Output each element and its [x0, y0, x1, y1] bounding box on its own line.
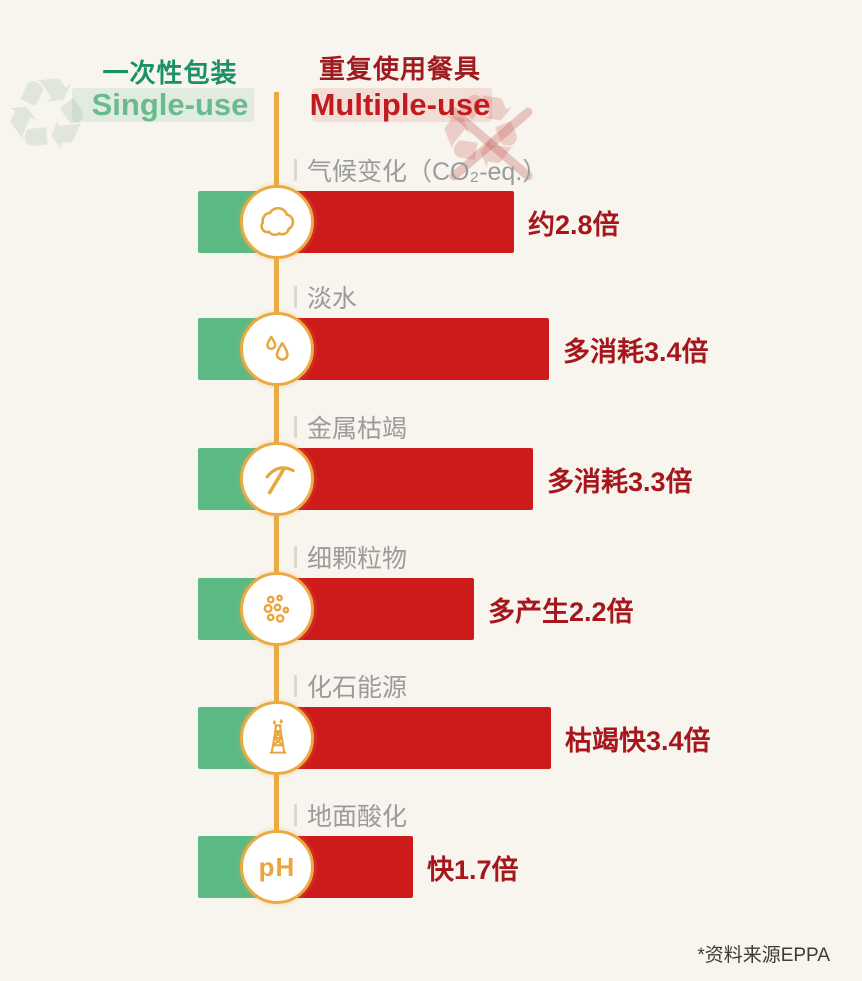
- multiple-use-highlight-band: [312, 88, 492, 122]
- source-note: *资料来源EPPA: [697, 945, 830, 966]
- metric-label: 金属枯竭: [294, 411, 407, 443]
- single-use-highlight-band: [72, 88, 254, 122]
- metric-label: 细颗粒物: [294, 541, 407, 573]
- multiple-use-title-zh: 重复使用餐具: [318, 54, 481, 84]
- single-use-title-zh: 一次性包装: [102, 58, 238, 88]
- pickaxe-icon: [265, 466, 295, 495]
- icon-circle: [240, 312, 314, 386]
- cross-out-icon: [449, 107, 533, 181]
- metric-label: 化石能源: [294, 670, 407, 702]
- value-label: 快1.7倍: [427, 854, 519, 885]
- metric-row-acidification: 地面酸化 pH 快1.7倍: [0, 799, 862, 931]
- label-tick: [294, 416, 297, 438]
- bar-multiple-use: [277, 707, 551, 769]
- metric-label-text: 化石能源: [307, 674, 408, 702]
- metric-row-metal: 金属枯竭 多消耗3.3倍: [0, 411, 862, 543]
- icon-circle: pH: [240, 830, 314, 904]
- value-label: 多消耗3.3倍: [547, 466, 693, 497]
- water-drops-icon: [266, 335, 289, 361]
- metric-label-text: 金属枯竭: [307, 415, 408, 443]
- icon-circle: [240, 185, 314, 259]
- label-tick: [294, 286, 297, 308]
- metric-label: 地面酸化: [294, 799, 407, 831]
- metric-label: 淡水: [294, 281, 357, 313]
- bar-multiple-use: [277, 191, 514, 253]
- multiple-use-title-en: Multiple-use: [309, 87, 491, 122]
- bar-multiple-use: [277, 448, 533, 510]
- value-label: 枯竭快3.4倍: [565, 725, 711, 756]
- single-use-title-en: Single-use: [91, 87, 249, 122]
- oil-derrick-icon: [269, 718, 287, 754]
- label-tick: [294, 546, 297, 568]
- ph-icon: pH: [258, 851, 296, 882]
- icon-circle: [240, 701, 314, 775]
- value-label: 多产生2.2倍: [488, 596, 634, 627]
- metric-row-particulates: 细颗粒物 多产生2.2倍: [0, 541, 862, 673]
- bar-multiple-use: [277, 318, 549, 380]
- metric-row-freshwater: 淡水 多消耗3.4倍: [0, 281, 862, 413]
- value-label: 多消耗3.4倍: [563, 336, 709, 367]
- particles-icon: [263, 594, 290, 623]
- metric-row-climate: 气候变化（CO₂-eq.） 约2.8倍: [0, 154, 862, 286]
- icon-circle: [240, 572, 314, 646]
- label-tick: [294, 159, 297, 181]
- metric-label-text: 细颗粒物: [307, 545, 408, 573]
- cloud-icon: [260, 206, 295, 237]
- metric-label-text: 淡水: [307, 285, 358, 313]
- icon-circle: [240, 442, 314, 516]
- value-label: 约2.8倍: [528, 209, 620, 240]
- label-tick: [294, 804, 297, 826]
- metric-row-fossil: 化石能源: [0, 670, 862, 802]
- metric-label: 气候变化（CO₂-eq.）: [294, 154, 547, 186]
- metric-label-text: 地面酸化: [307, 803, 408, 831]
- metric-label-text: 气候变化（CO₂-eq.）: [307, 158, 548, 186]
- label-tick: [294, 675, 297, 697]
